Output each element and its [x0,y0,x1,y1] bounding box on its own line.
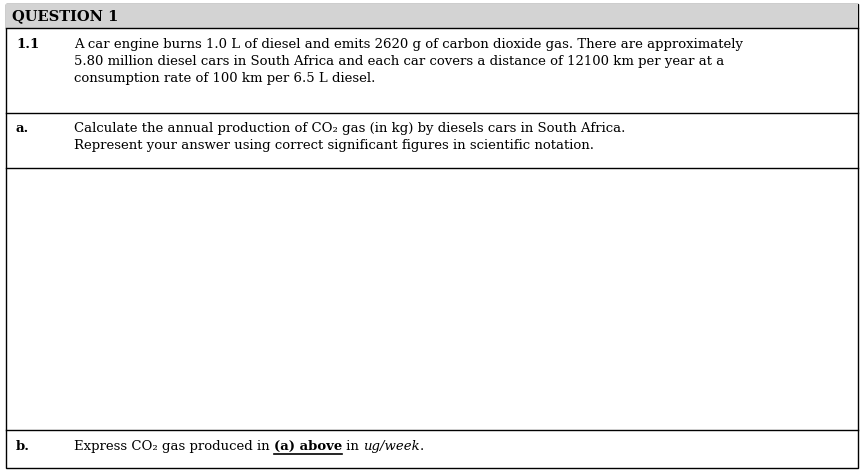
Text: .: . [420,440,424,453]
Text: 5.80 million diesel cars in South Africa and each car covers a distance of 12100: 5.80 million diesel cars in South Africa… [74,55,724,68]
Text: Calculate the annual production of CO₂ gas (in kg) by diesels cars in South Afri: Calculate the annual production of CO₂ g… [74,122,626,135]
Text: ug/week: ug/week [363,440,420,453]
Text: b.: b. [16,440,30,453]
Text: Express CO₂ gas produced in: Express CO₂ gas produced in [74,440,274,453]
Text: a.: a. [16,122,29,135]
Text: 1.1: 1.1 [16,38,39,51]
Text: consumption rate of 100 km per 6.5 L diesel.: consumption rate of 100 km per 6.5 L die… [74,72,375,85]
Text: A car engine burns 1.0 L of diesel and emits 2620 g of carbon dioxide gas. There: A car engine burns 1.0 L of diesel and e… [74,38,743,51]
Text: QUESTION 1: QUESTION 1 [12,9,118,23]
Bar [6,4,858,28]
Text: Represent your answer using correct significant figures in scientific notation.: Represent your answer using correct sign… [74,139,594,152]
Text: in: in [342,440,363,453]
Text: (a) above: (a) above [274,440,342,453]
